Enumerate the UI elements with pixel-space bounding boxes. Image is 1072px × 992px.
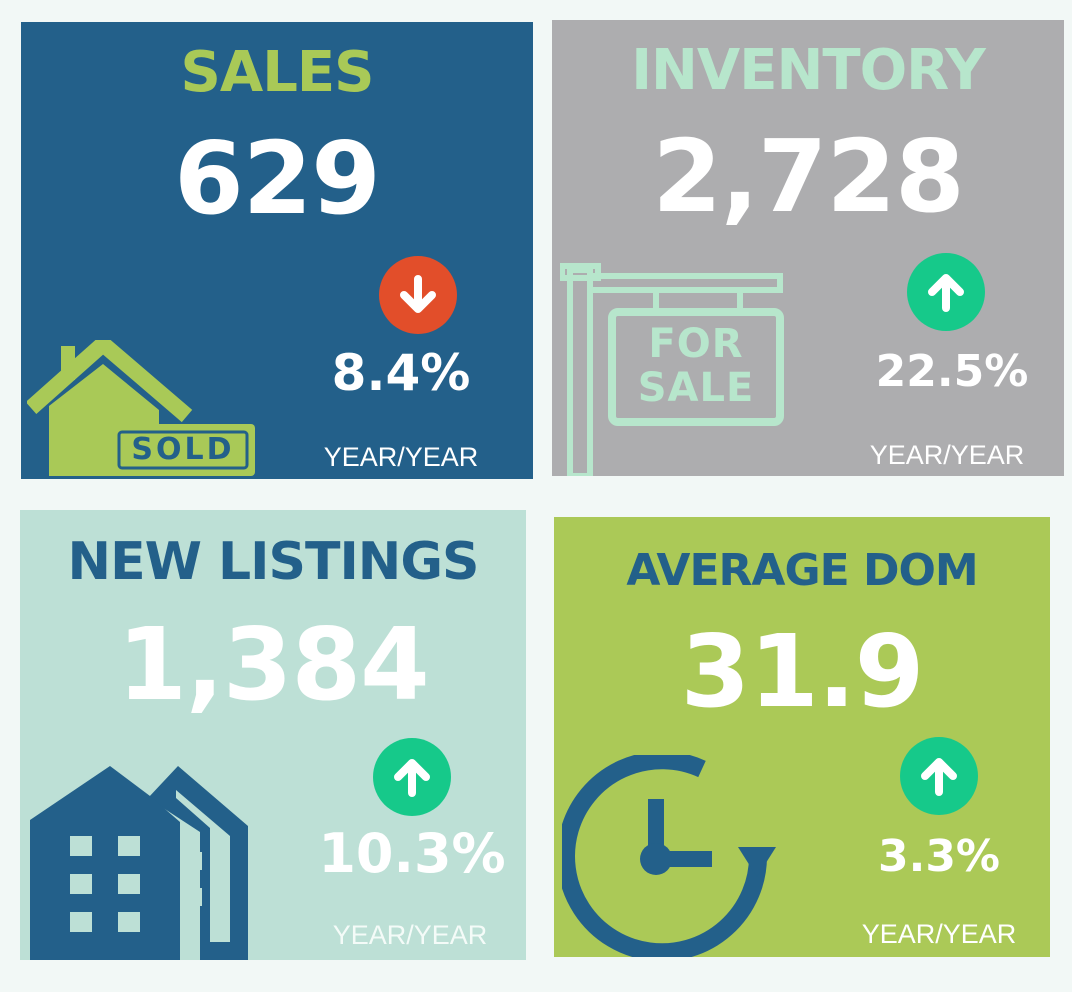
average-dom-card: AVERAGE DOM 31.9 3.3% YEAR/YEAR (554, 517, 1050, 957)
for-sale-sign-icon: FOR SALE (559, 260, 800, 476)
average-dom-change: 3.3% (877, 831, 1001, 882)
buildings-icon (30, 762, 252, 960)
clock-cycle-icon (557, 751, 788, 957)
sales-card: SALES 629 8.4% YEAR/YEAR SOLD (21, 22, 533, 479)
average-dom-period: YEAR/YEAR (861, 919, 1017, 949)
arrow-down-icon (379, 256, 457, 334)
new-listings-change: 10.3% (318, 822, 506, 885)
average-dom-title: AVERAGE DOM (626, 545, 978, 596)
inventory-title: INVENTORY (631, 38, 986, 103)
inventory-change: 22.5% (875, 346, 1029, 397)
house-sold-icon: SOLD (25, 333, 259, 478)
sales-period: YEAR/YEAR (323, 442, 479, 472)
new-listings-value: 1,384 (117, 606, 429, 723)
inventory-value: 2,728 (652, 118, 964, 235)
new-listings-period: YEAR/YEAR (332, 920, 488, 950)
new-listings-card: NEW LISTINGS 1,384 10.3% YEAR/YEAR (20, 510, 526, 960)
average-dom-value: 31.9 (680, 613, 925, 730)
sales-change: 8.4% (331, 344, 471, 402)
inventory-card: INVENTORY 2,728 22.5% YEAR/YEAR FOR SALE (552, 20, 1064, 476)
arrow-up-icon (907, 253, 985, 331)
new-listings-title: NEW LISTINGS (67, 532, 480, 592)
sales-title: SALES (180, 40, 375, 105)
arrow-up-icon (900, 737, 978, 815)
for-sale-sign-line1: FOR (648, 321, 744, 367)
arrow-up-icon (373, 738, 451, 816)
for-sale-sign-line2: SALE (637, 365, 755, 411)
sold-sign-text: SOLD (131, 432, 235, 467)
sales-value: 629 (174, 120, 381, 237)
inventory-period: YEAR/YEAR (869, 440, 1025, 470)
